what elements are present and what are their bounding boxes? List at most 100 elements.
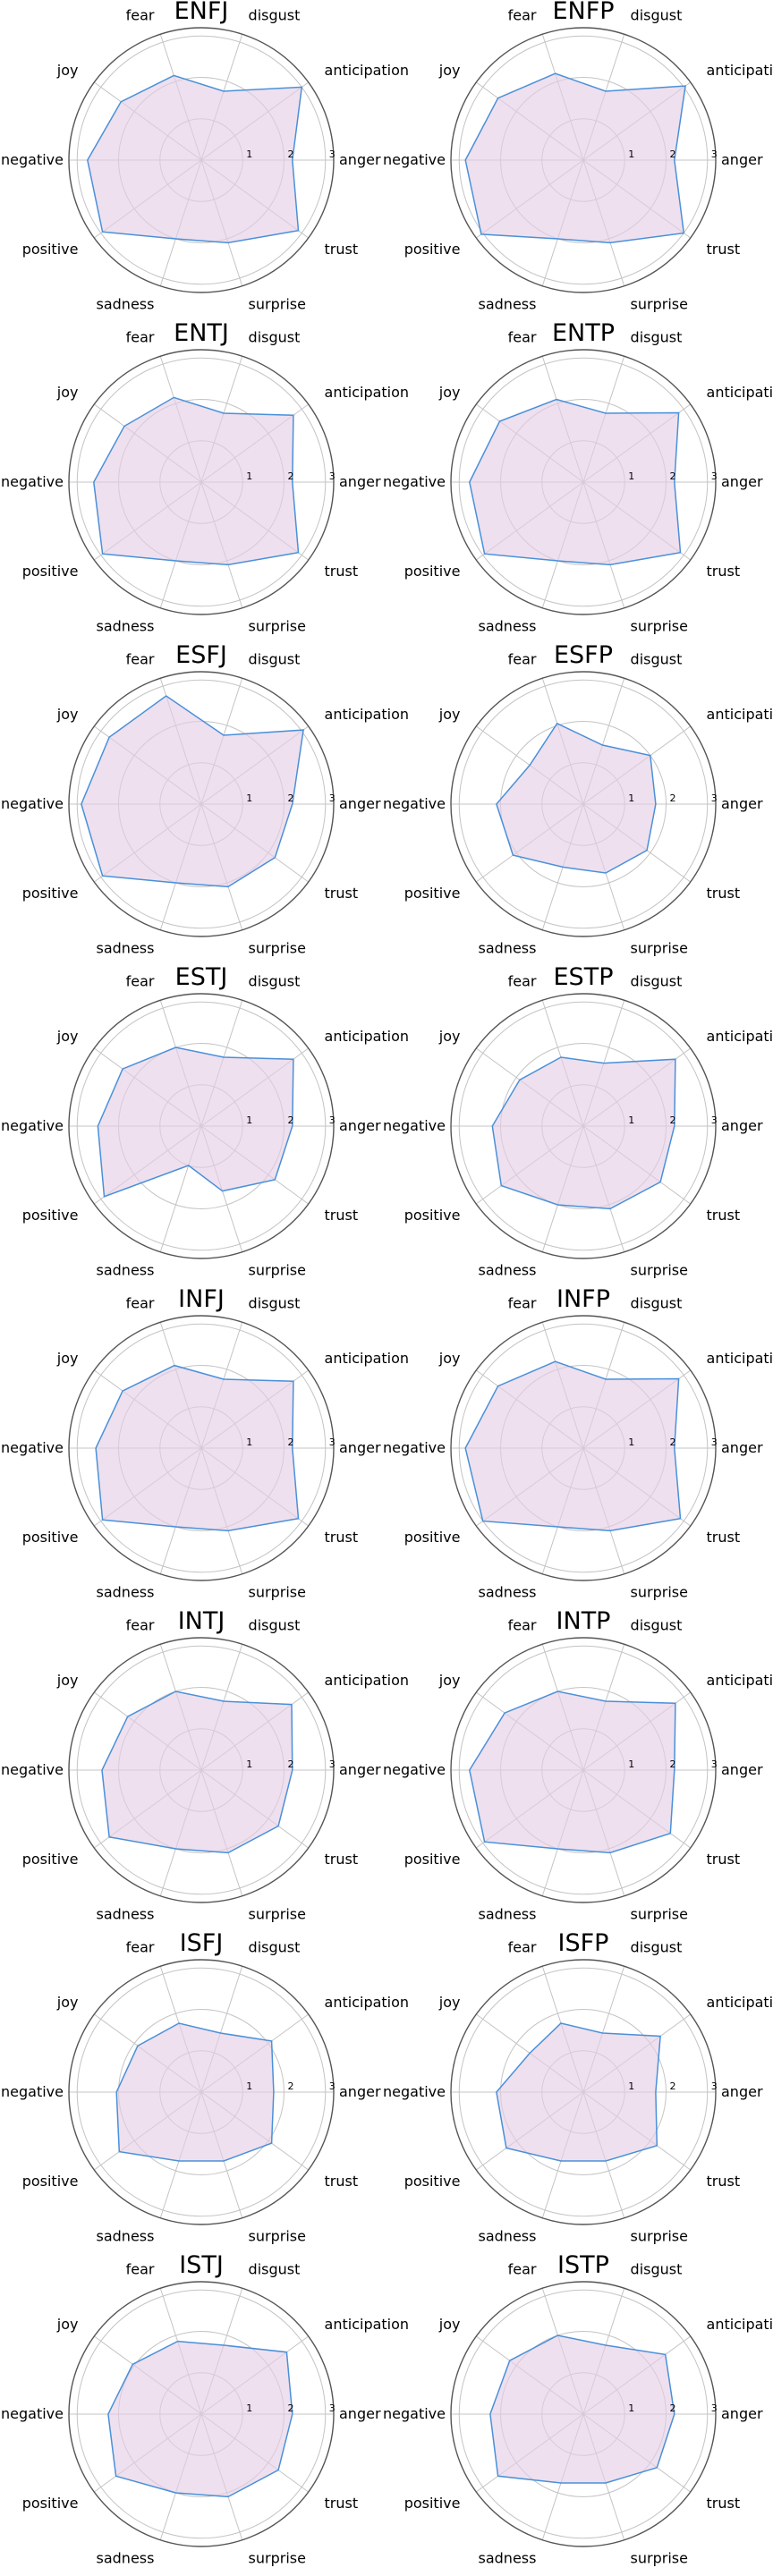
outer-ring — [68, 993, 335, 1259]
tick-label: 3 — [329, 1114, 336, 1126]
data-point-positive — [505, 2147, 508, 2150]
axis-label-joy: joy — [438, 62, 461, 79]
axis-label-joy: joy — [56, 1028, 79, 1045]
axis-label-fear: fear — [508, 1616, 537, 1633]
axis-label-anticipation: anticipation — [325, 2316, 410, 2333]
tick-label: 3 — [329, 792, 336, 804]
data-point-positive — [511, 853, 514, 857]
data-point-anticipation — [664, 2352, 667, 2356]
axis-label-trust: trust — [325, 1207, 359, 1224]
axis-label-positive: positive — [404, 1207, 461, 1224]
chart-title: ENTP — [552, 319, 615, 347]
axis-label-anger: anger — [721, 2083, 763, 2100]
chart-title: ESFP — [554, 641, 613, 669]
data-point-positive — [103, 1195, 106, 1199]
axis-label-joy: joy — [56, 62, 79, 79]
data-point-negative — [115, 2090, 118, 2094]
axis-label-surprise: surprise — [631, 1584, 688, 1601]
axis-label-positive: positive — [22, 241, 79, 258]
axis-label-joy: joy — [438, 1028, 461, 1045]
tick-label: 2 — [670, 792, 676, 804]
data-point-fear — [174, 1690, 177, 1693]
axis-label-disgust: disgust — [249, 6, 301, 23]
axis-label-fear: fear — [508, 2260, 537, 2277]
axis-label-joy: joy — [438, 1672, 461, 1689]
axis-label-surprise: surprise — [249, 1262, 306, 1279]
axis-label-positive: positive — [22, 563, 79, 580]
axis-label-sadness: sadness — [97, 2228, 155, 2245]
data-area — [107, 2340, 293, 2498]
data-point-anticipation — [285, 2351, 288, 2354]
data-point-positive — [101, 874, 105, 877]
data-point-negative — [92, 480, 96, 484]
tick-label: 3 — [329, 470, 336, 482]
tick-label: 2 — [288, 1436, 294, 1448]
axis-label-surprise: surprise — [631, 940, 688, 957]
chart-title: INFP — [556, 1285, 610, 1313]
axis-label-positive: positive — [404, 1529, 461, 1546]
axis-label-anger: anger — [339, 1761, 381, 1778]
data-point-surprise — [226, 1529, 230, 1532]
tick-label: 1 — [628, 2080, 634, 2092]
axis-label-trust: trust — [325, 885, 359, 902]
axis-label-negative: negative — [383, 473, 446, 490]
data-point-negative — [80, 802, 83, 806]
tick-label: 1 — [628, 1114, 634, 1126]
axis-label-sadness: sadness — [97, 1906, 155, 1923]
axis-label-fear: fear — [508, 328, 537, 345]
axis-label-disgust: disgust — [631, 328, 683, 345]
axis-label-anticipation: anticipation — [325, 1994, 410, 2011]
axis-label-fear: fear — [126, 972, 155, 989]
data-point-disgust — [218, 2031, 222, 2035]
axis-label-negative: negative — [1, 1761, 64, 1778]
axis-label-sadness: sadness — [479, 1906, 537, 1923]
data-point-trust — [297, 551, 301, 555]
axis-label-surprise: surprise — [249, 618, 306, 635]
data-point-anticipation — [674, 1057, 677, 1061]
data-point-disgust — [600, 2031, 604, 2035]
data-point-sadness — [174, 2491, 177, 2495]
data-point-surprise — [608, 1207, 612, 1210]
data-point-negative — [463, 1446, 467, 1450]
data-point-anticipation — [292, 413, 295, 417]
axis-label-anticipation: anticipation — [707, 1028, 773, 1045]
axis-label-negative: negative — [383, 2083, 446, 2100]
tick-label: 2 — [288, 148, 294, 160]
axis-label-fear: fear — [508, 1938, 537, 1955]
axis-label-trust: trust — [325, 1529, 359, 1546]
axis-label-trust: trust — [707, 1529, 741, 1546]
data-point-joy — [518, 1078, 522, 1081]
data-point-fear — [554, 72, 557, 75]
axis-label-anger: anger — [339, 151, 381, 168]
data-point-anger — [654, 802, 658, 806]
data-point-negative — [495, 802, 498, 806]
chart-title: ENTJ — [174, 319, 229, 347]
chart-title: ESTP — [554, 963, 614, 991]
outer-ring — [450, 1315, 717, 1581]
axis-label-anticipation: anticipation — [325, 1672, 410, 1689]
data-point-sadness — [561, 865, 565, 869]
axis-label-anticipation: anticipation — [325, 1350, 410, 1367]
data-point-anticipation — [649, 754, 652, 758]
data-area — [95, 1364, 300, 1532]
data-point-trust — [270, 2141, 274, 2145]
axis-label-fear: fear — [126, 328, 155, 345]
data-point-fear — [556, 722, 559, 725]
outer-ring — [68, 2281, 335, 2547]
axis-label-negative: negative — [1, 1439, 64, 1456]
data-point-trust — [679, 551, 683, 555]
data-point-positive — [481, 1520, 485, 1523]
data-point-positive — [497, 2474, 500, 2478]
data-point-surprise — [226, 1851, 230, 1854]
axis-label-anticipation: anticipation — [707, 2316, 773, 2333]
axis-label-positive: positive — [404, 2495, 461, 2512]
outer-ring — [450, 1637, 717, 1903]
chart-title: ENFP — [552, 0, 614, 25]
axis-label-fear: fear — [508, 1294, 537, 1311]
axis-label-negative: negative — [1, 2083, 64, 2100]
tick-label: 1 — [246, 1758, 252, 1770]
outer-ring — [450, 349, 717, 615]
axis-label-positive: positive — [404, 2173, 461, 2190]
